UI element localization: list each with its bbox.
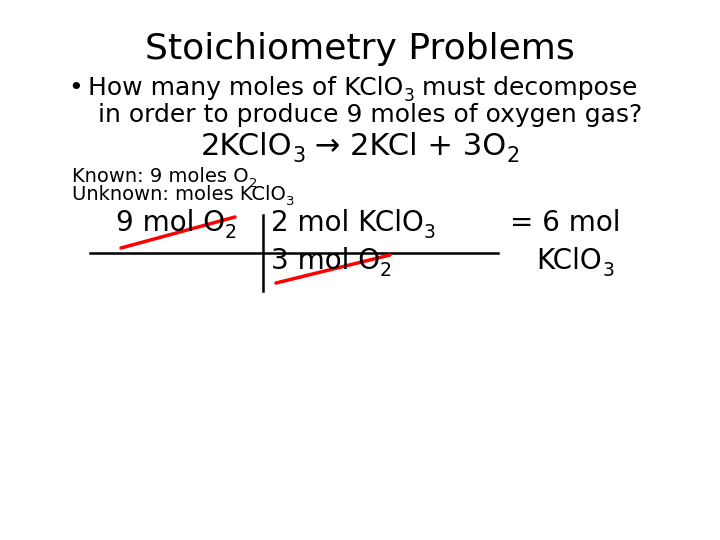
- Text: 2: 2: [380, 261, 392, 280]
- Text: in order to produce 9 moles of oxygen gas?: in order to produce 9 moles of oxygen ga…: [98, 103, 642, 127]
- Text: 2KClO: 2KClO: [200, 132, 292, 161]
- Text: 2: 2: [225, 223, 237, 242]
- Text: 2 mol KClO: 2 mol KClO: [271, 209, 424, 237]
- Text: = 6 mol: = 6 mol: [510, 209, 621, 237]
- Text: 3: 3: [403, 87, 414, 105]
- Text: 2: 2: [506, 146, 520, 166]
- Text: 3: 3: [424, 223, 436, 242]
- Text: Unknown: moles KClO: Unknown: moles KClO: [72, 185, 286, 204]
- Text: 3: 3: [292, 146, 305, 166]
- Text: must decompose: must decompose: [414, 76, 637, 100]
- Text: KClO: KClO: [536, 247, 602, 275]
- Text: Stoichiometry Problems: Stoichiometry Problems: [145, 32, 575, 66]
- Text: → 2KCl + 3O: → 2KCl + 3O: [305, 132, 506, 161]
- Text: 9 mol O: 9 mol O: [116, 209, 225, 237]
- Text: 3 mol O: 3 mol O: [271, 247, 380, 275]
- Text: How many moles of KClO: How many moles of KClO: [88, 76, 403, 100]
- Text: Known: 9 moles O: Known: 9 moles O: [72, 167, 248, 186]
- Text: 2: 2: [248, 177, 257, 190]
- Text: 3: 3: [286, 195, 294, 208]
- Text: 3: 3: [602, 261, 614, 280]
- Text: •: •: [68, 76, 83, 100]
